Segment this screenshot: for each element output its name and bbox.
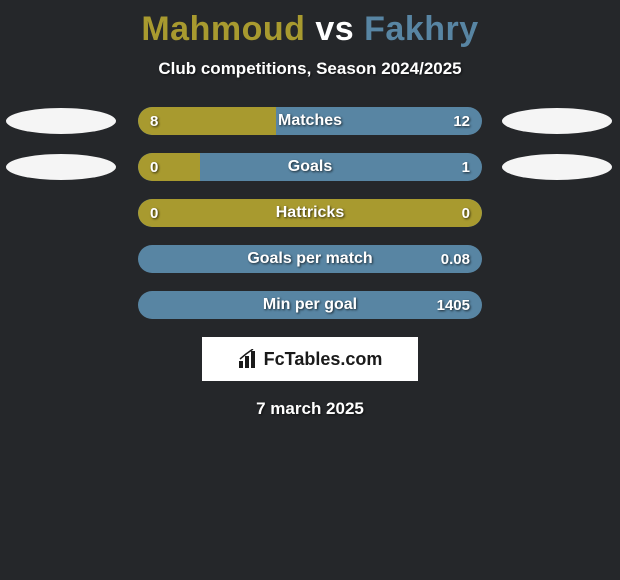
date-text: 7 march 2025 bbox=[0, 399, 620, 419]
player1-name: Mahmoud bbox=[141, 10, 305, 48]
stat-value-right: 12 bbox=[453, 113, 470, 130]
player2-name: Fakhry bbox=[364, 10, 479, 48]
comparison-title: Mahmoud vs Fakhry bbox=[0, 0, 620, 49]
team-ellipse-right bbox=[502, 154, 612, 180]
logo-text: FcTables.com bbox=[264, 349, 383, 370]
stat-value-right: 0 bbox=[462, 205, 470, 222]
stat-bar: Matches8 12 bbox=[138, 107, 482, 135]
team-ellipse-right bbox=[502, 108, 612, 134]
team-ellipse-left bbox=[6, 108, 116, 134]
fctables-logo[interactable]: FcTables.com bbox=[202, 337, 418, 381]
logo-suffix: Tables.com bbox=[285, 349, 383, 369]
stat-row: Matches8 12 bbox=[0, 107, 620, 135]
stat-bar: Goals per match0.08 bbox=[138, 245, 482, 273]
stat-label: Min per goal bbox=[138, 296, 482, 314]
stat-label: Goals per match bbox=[138, 250, 482, 268]
stat-value-right: 1 bbox=[462, 159, 470, 176]
stat-bar: Hattricks0 0 bbox=[138, 199, 482, 227]
subtitle: Club competitions, Season 2024/2025 bbox=[0, 59, 620, 79]
stat-value-left: 8 bbox=[150, 113, 158, 130]
stat-label: Matches bbox=[138, 112, 482, 130]
stat-row: Min per goal1405 bbox=[0, 291, 620, 319]
stat-row: Goals0 1 bbox=[0, 153, 620, 181]
vs-text: vs bbox=[315, 10, 354, 48]
stat-bar: Goals0 1 bbox=[138, 153, 482, 181]
stat-label: Goals bbox=[138, 158, 482, 176]
stat-value-right: 0.08 bbox=[441, 251, 470, 268]
stat-value-left: 0 bbox=[150, 205, 158, 222]
stat-bar: Min per goal1405 bbox=[138, 291, 482, 319]
stats-container: Matches812Goals01Hattricks00Goals per ma… bbox=[0, 107, 620, 319]
logo-prefix: Fc bbox=[264, 349, 285, 369]
stat-label: Hattricks bbox=[138, 204, 482, 222]
stat-row: Goals per match0.08 bbox=[0, 245, 620, 273]
stat-value-right: 1405 bbox=[437, 297, 470, 314]
chart-icon bbox=[238, 349, 260, 369]
stat-row: Hattricks0 0 bbox=[0, 199, 620, 227]
stat-value-left: 0 bbox=[150, 159, 158, 176]
team-ellipse-left bbox=[6, 154, 116, 180]
